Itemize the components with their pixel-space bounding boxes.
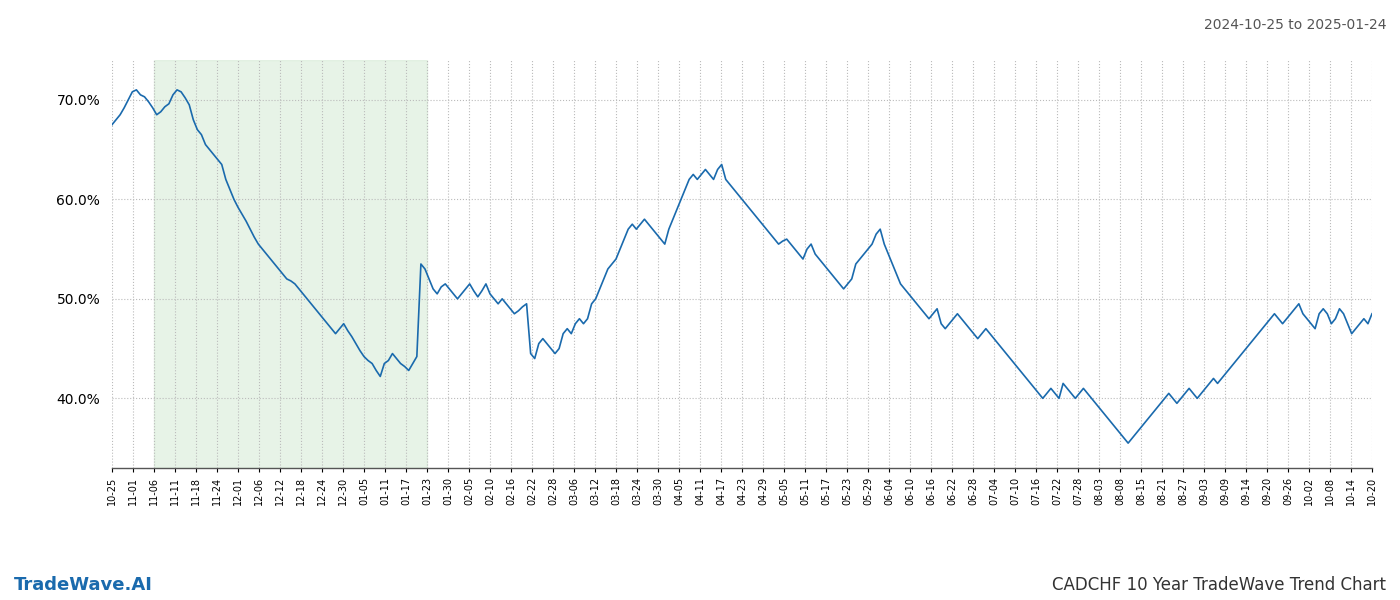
Text: 2024-10-25 to 2025-01-24: 2024-10-25 to 2025-01-24: [1204, 18, 1386, 32]
Text: CADCHF 10 Year TradeWave Trend Chart: CADCHF 10 Year TradeWave Trend Chart: [1051, 576, 1386, 594]
Bar: [154, 60, 427, 468]
Text: TradeWave.AI: TradeWave.AI: [14, 576, 153, 594]
